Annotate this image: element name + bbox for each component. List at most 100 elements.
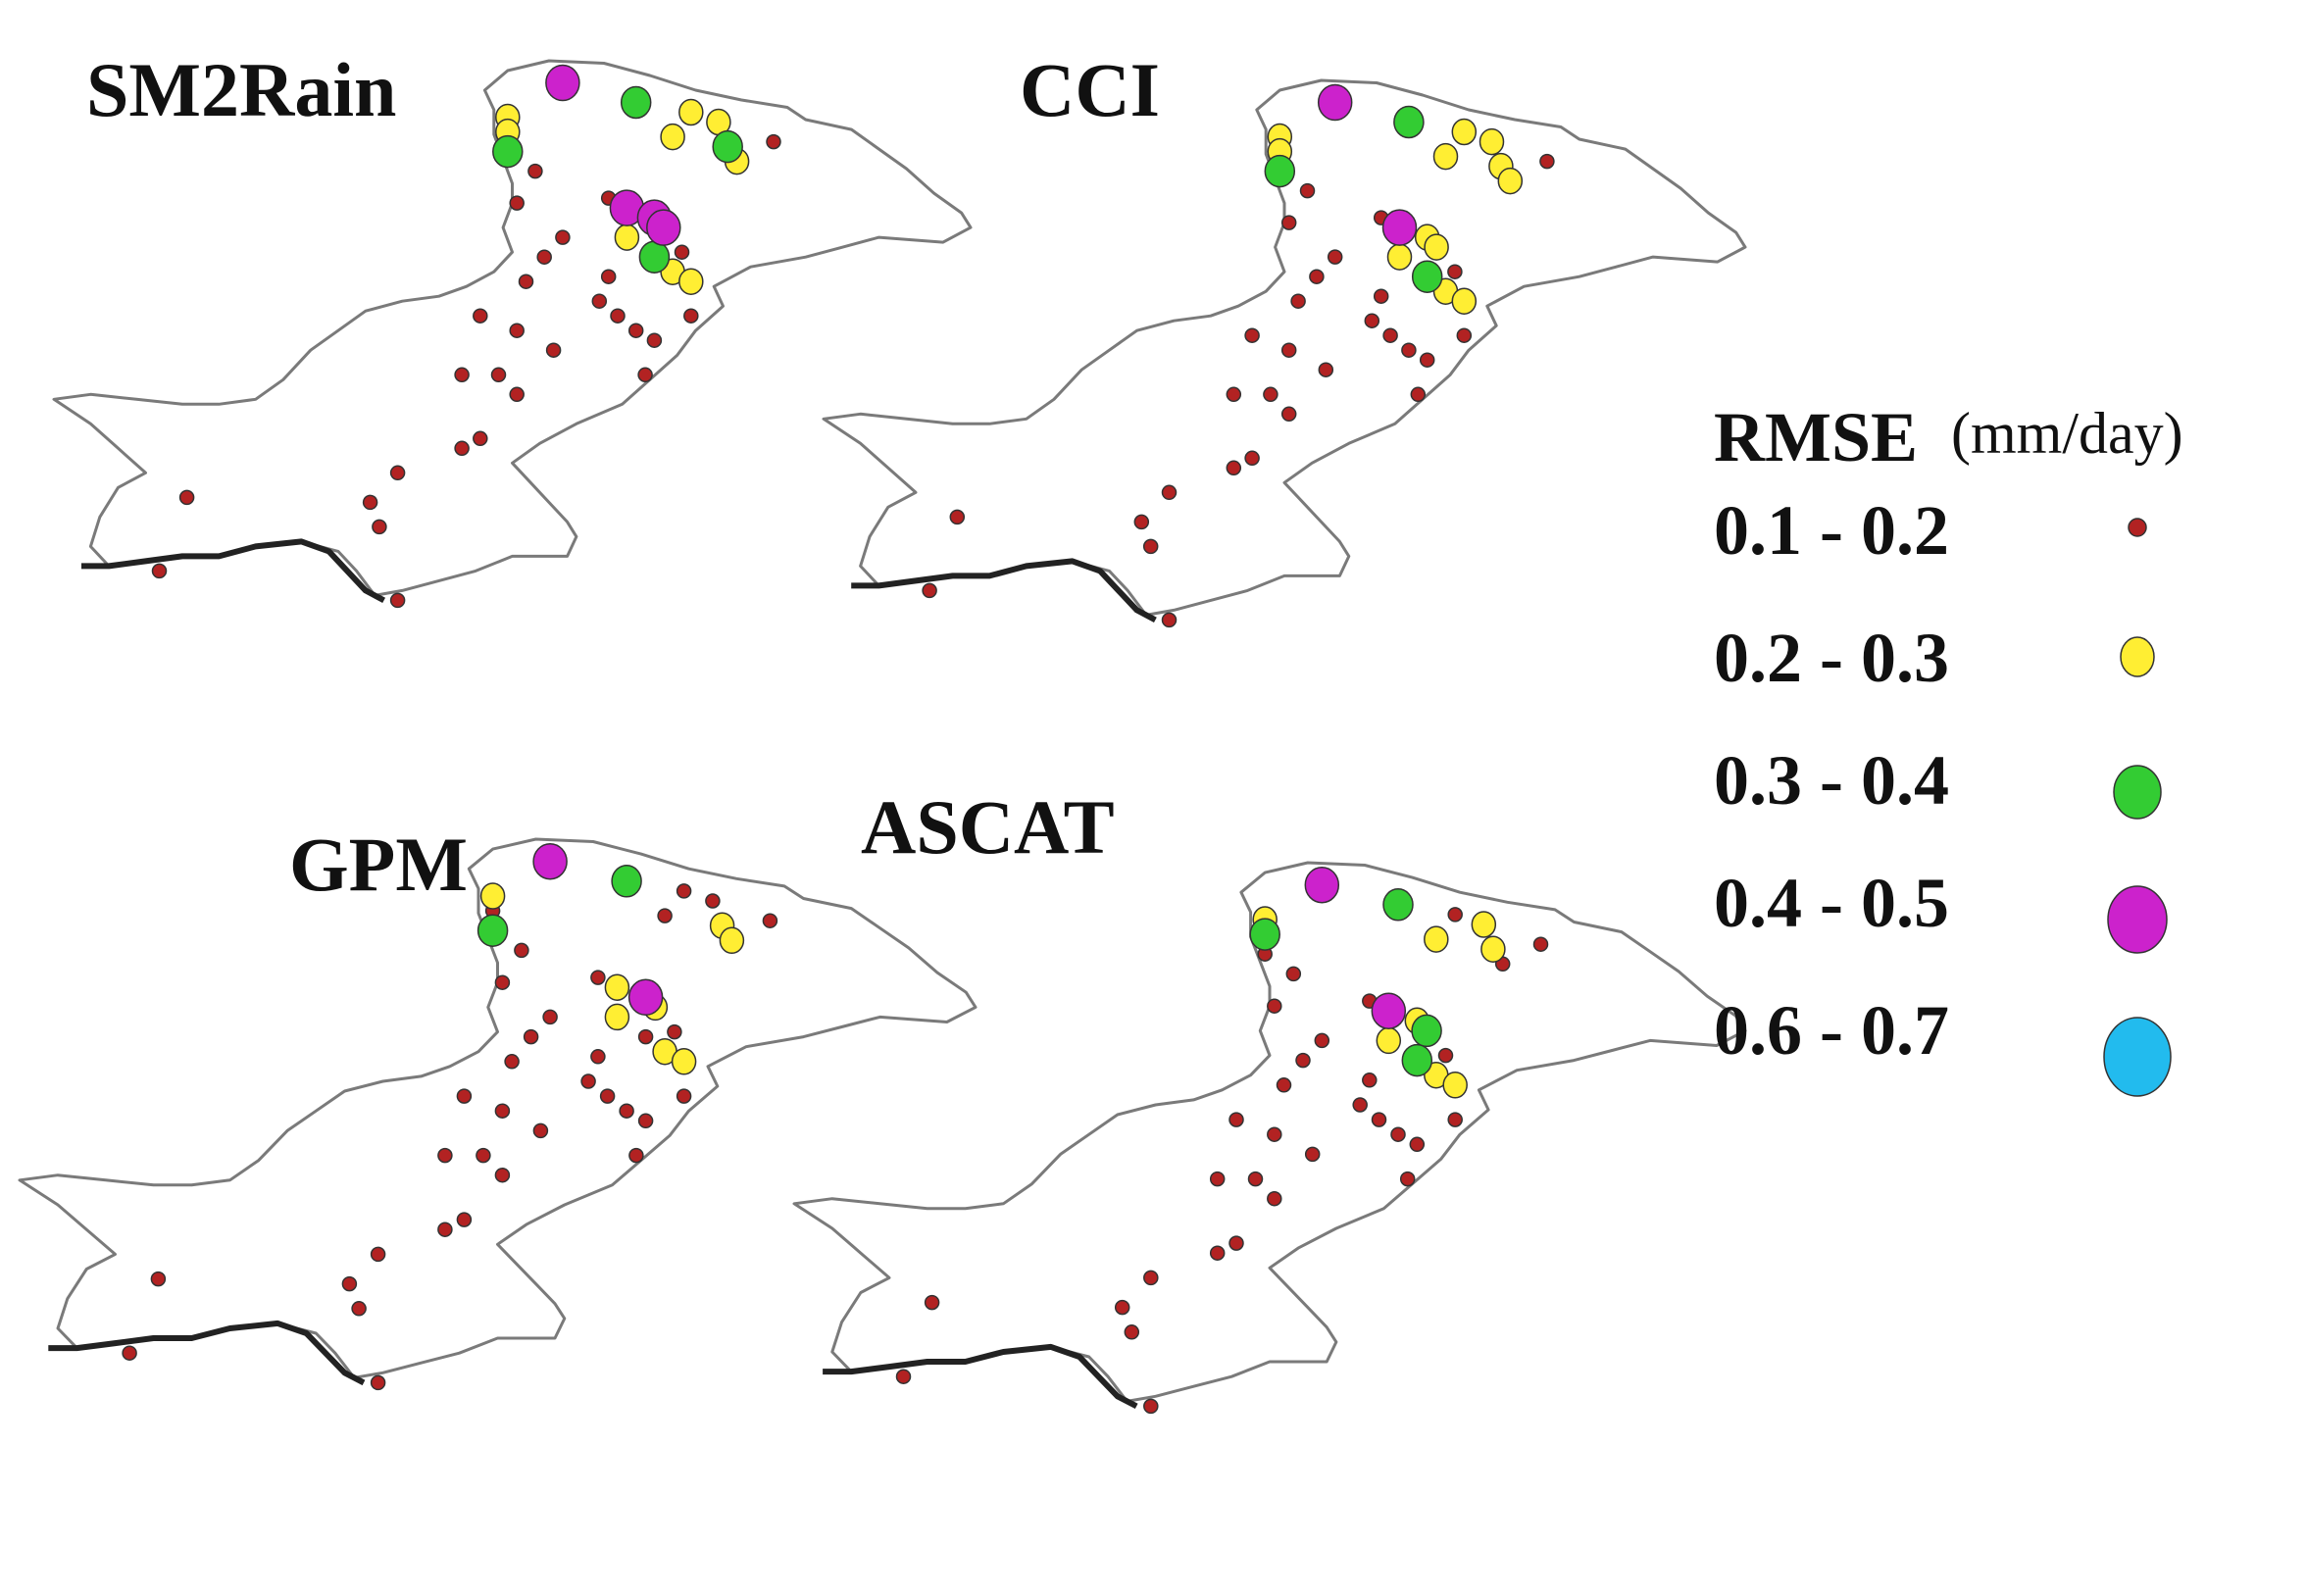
station-marker (1327, 249, 1343, 265)
coastline-sm2rain (81, 538, 386, 604)
station-marker (1285, 966, 1302, 982)
station-marker (671, 1048, 697, 1075)
station-marker (667, 1023, 682, 1040)
station-marker (1143, 1398, 1159, 1415)
station-marker (1309, 269, 1325, 284)
station-marker (611, 865, 642, 898)
station-marker (1393, 105, 1425, 139)
station-marker (1161, 484, 1178, 501)
station-marker (1299, 182, 1316, 199)
panel-title-ascat: ASCAT (861, 784, 1115, 870)
station-marker (1456, 327, 1473, 343)
station-marker (351, 1301, 367, 1317)
station-marker (1228, 1112, 1244, 1127)
station-marker (1386, 243, 1413, 271)
station-marker (674, 244, 690, 260)
station-marker (545, 64, 580, 102)
station-marker (1382, 888, 1414, 922)
station-marker (1371, 992, 1407, 1029)
station-marker (1373, 288, 1389, 304)
station-marker (1479, 127, 1505, 156)
station-marker (657, 908, 673, 923)
coastline-gpm (48, 1320, 366, 1386)
legend-symbol-0.2-0.3 (2120, 636, 2155, 677)
station-marker (1447, 907, 1463, 923)
station-marker (492, 134, 524, 169)
station-marker (1376, 1026, 1402, 1055)
station-marker (1447, 1112, 1463, 1127)
station-marker (370, 1246, 386, 1263)
station-marker (536, 249, 552, 265)
station-marker (676, 1088, 692, 1104)
station-marker (527, 163, 543, 179)
station-marker (518, 274, 534, 289)
station-marker (1295, 1052, 1311, 1069)
station-marker (476, 1147, 491, 1164)
station-marker (1264, 154, 1296, 188)
station-marker (1451, 287, 1478, 315)
station-marker (619, 1103, 634, 1119)
station-marker (389, 592, 406, 609)
station-marker (1114, 1299, 1130, 1316)
station-marker (476, 914, 509, 947)
station-marker (494, 1103, 511, 1119)
station-marker (895, 1369, 912, 1384)
legend-symbol-0.3-0.4 (2113, 765, 2162, 820)
station-marker (1142, 538, 1159, 555)
map-panel-gpm (18, 837, 978, 1391)
station-marker (1411, 1014, 1442, 1048)
station-marker (509, 195, 525, 211)
legend-symbol-0.6-0.7 (2103, 1017, 2172, 1097)
station-marker (509, 386, 525, 403)
station-marker (456, 1088, 473, 1104)
station-marker (762, 913, 778, 928)
station-marker (646, 209, 681, 246)
station-marker (1244, 327, 1260, 343)
station-marker (1228, 1235, 1244, 1251)
station-marker (637, 1113, 654, 1129)
station-marker (1437, 1047, 1454, 1064)
station-marker (660, 123, 685, 151)
legend-label-2: 0.2 - 0.3 (1714, 619, 1949, 697)
station-marker (490, 367, 507, 383)
station-marker (370, 1374, 386, 1391)
station-marker (1267, 1190, 1282, 1207)
station-marker (504, 1054, 520, 1070)
station-marker (1471, 911, 1497, 938)
station-marker (1124, 1324, 1140, 1340)
station-marker (1247, 1171, 1264, 1187)
station-marker (542, 1009, 558, 1025)
station-marker (676, 883, 692, 899)
station-marker (628, 1147, 644, 1164)
station-marker (1317, 83, 1353, 122)
station-marker (1410, 386, 1427, 403)
station-marker (614, 224, 640, 251)
station-marker (454, 440, 470, 457)
station-marker (372, 519, 387, 535)
coastline-cci (851, 558, 1157, 623)
station-marker (1390, 1126, 1406, 1142)
station-marker (1447, 264, 1463, 279)
station-marker (678, 268, 704, 295)
station-marker (1399, 1171, 1416, 1187)
station-marker (1362, 1072, 1378, 1088)
station-marker (1411, 260, 1443, 293)
station-marker (719, 926, 745, 955)
station-marker (705, 893, 721, 909)
station-marker (638, 240, 671, 274)
station-marker (362, 494, 378, 511)
station-marker (1290, 293, 1306, 309)
coastline-ascat (823, 1343, 1138, 1410)
station-marker (1432, 142, 1459, 171)
map-panel-ascat (792, 861, 1747, 1415)
station-marker (1382, 327, 1398, 343)
station-marker (473, 308, 488, 324)
station-marker (712, 129, 743, 164)
station-marker (590, 970, 606, 985)
station-marker (1143, 1270, 1159, 1286)
station-marker (473, 430, 488, 447)
station-marker (678, 98, 704, 126)
station-marker (580, 1073, 596, 1089)
station-marker (590, 1049, 606, 1065)
station-marker (1451, 118, 1478, 146)
